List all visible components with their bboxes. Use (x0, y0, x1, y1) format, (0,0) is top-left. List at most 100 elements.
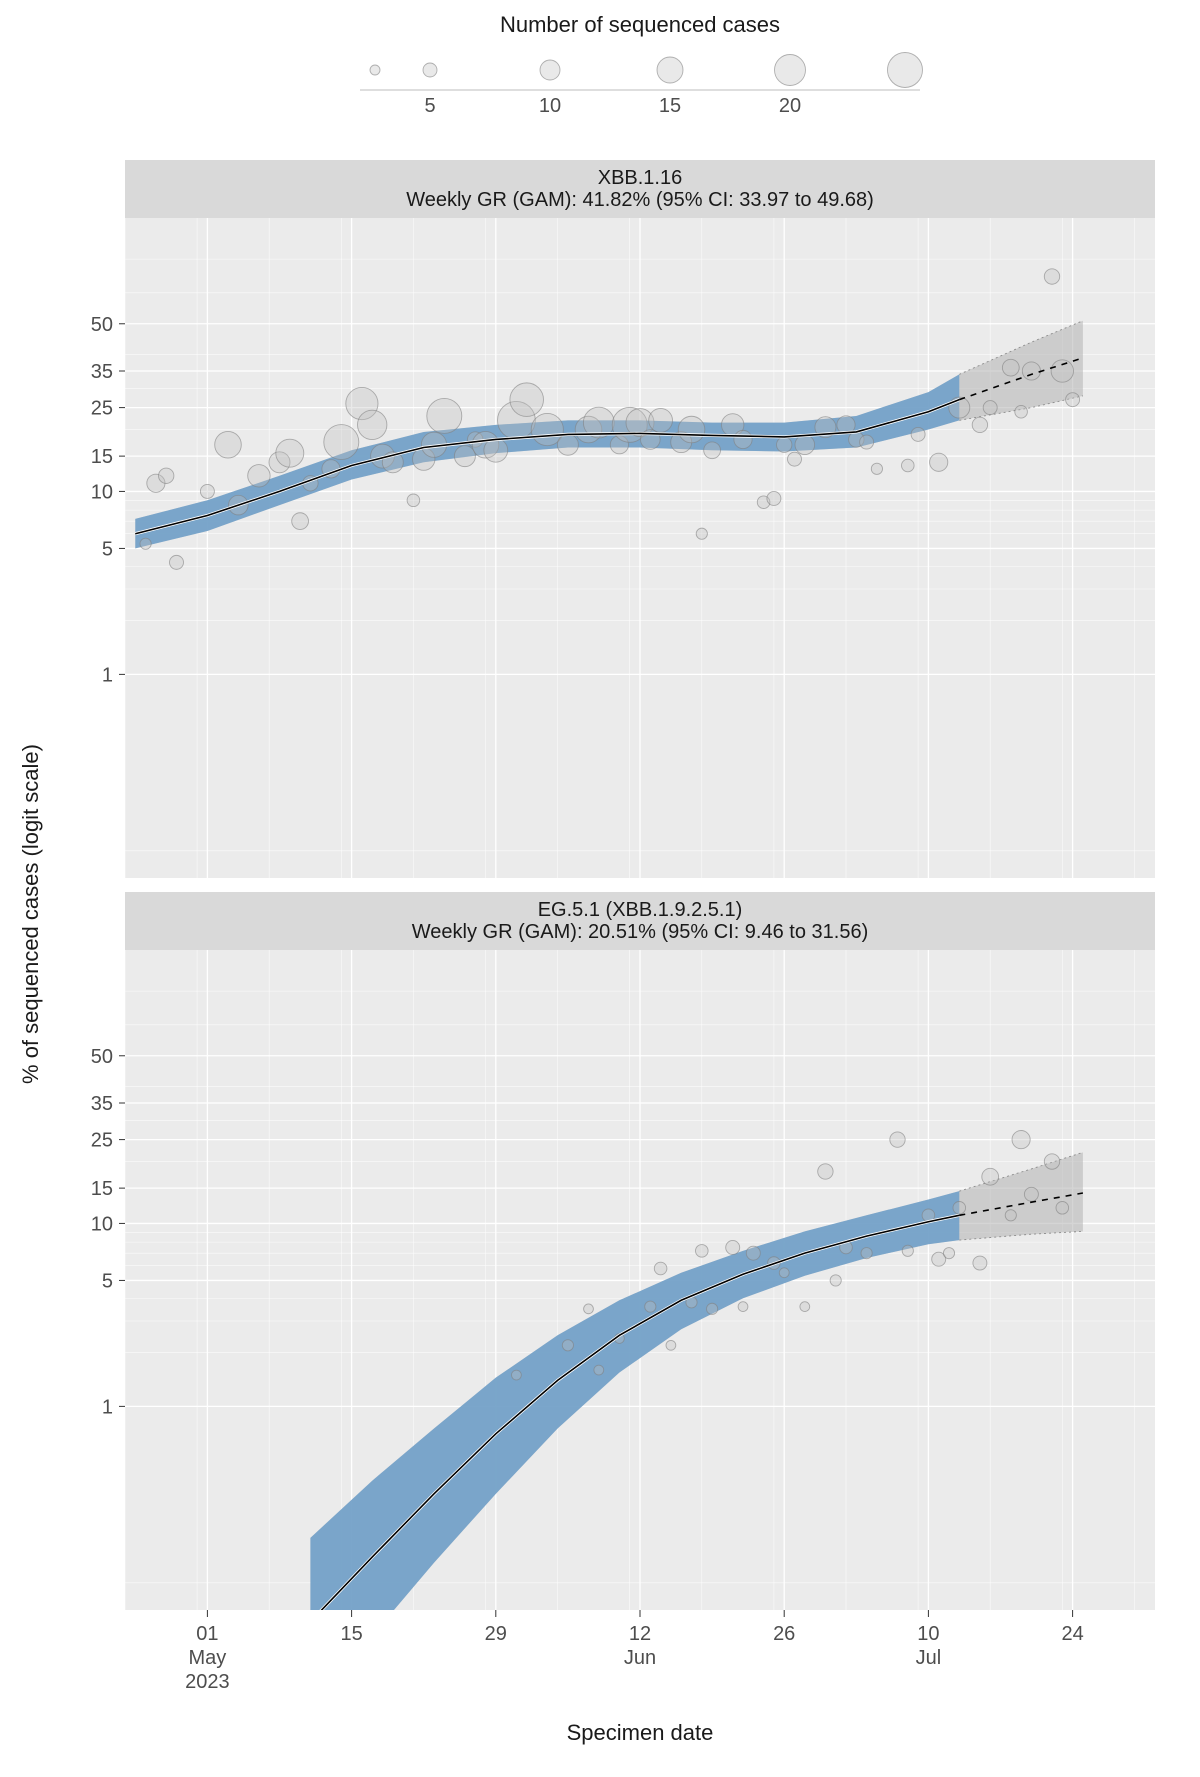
data-bubble (943, 1248, 954, 1259)
panel-title-line1: XBB.1.16 (598, 167, 683, 189)
svg-text:10: 10 (539, 95, 561, 117)
data-bubble (830, 1275, 841, 1286)
y-tick-label: 25 (91, 1130, 113, 1152)
data-bubble (1066, 393, 1080, 407)
data-bubble (930, 453, 948, 471)
data-bubble (972, 417, 987, 432)
data-bubble (738, 1302, 748, 1312)
y-tick-label: 35 (91, 1093, 113, 1115)
y-tick-label: 5 (102, 1270, 113, 1292)
data-bubble (818, 1164, 833, 1179)
data-bubble (324, 425, 359, 460)
data-bubble (1044, 1154, 1059, 1169)
data-bubble (1015, 405, 1028, 418)
x-tick-day: 26 (773, 1623, 795, 1645)
y-tick-label: 1 (102, 1396, 113, 1418)
data-bubble (584, 1304, 594, 1314)
data-bubble (427, 398, 462, 433)
data-bubble (902, 459, 915, 472)
data-bubble (779, 1268, 789, 1278)
data-bubble (890, 1132, 905, 1147)
data-bubble (1024, 1187, 1038, 1201)
x-tick-day: 24 (1061, 1623, 1083, 1645)
data-bubble (860, 435, 874, 449)
data-bubble (407, 494, 420, 507)
x-tick-day: 29 (485, 1623, 507, 1645)
data-bubble (777, 437, 792, 452)
data-bubble (704, 442, 721, 459)
data-bubble (666, 1340, 676, 1350)
data-bubble (654, 1262, 667, 1275)
data-bubble (276, 439, 304, 467)
data-bubble (871, 463, 882, 474)
data-bubble (861, 1248, 872, 1259)
svg-text:15: 15 (659, 95, 681, 117)
x-tick-day: 10 (917, 1623, 939, 1645)
data-bubble (726, 1240, 740, 1254)
data-bubble (1005, 1210, 1016, 1221)
svg-text:20: 20 (779, 95, 801, 117)
data-bubble (767, 491, 781, 505)
data-bubble (902, 1245, 913, 1256)
data-bubble (707, 1303, 718, 1314)
size-legend: Number of sequenced cases 5 10 15 20 (360, 12, 923, 117)
y-tick-label: 5 (102, 538, 113, 560)
legend-bubble (540, 60, 560, 80)
y-tick-label: 15 (91, 1178, 113, 1200)
svg-text:Number of sequenced cases: Number of sequenced cases (500, 12, 780, 37)
y-tick-label: 15 (91, 446, 113, 468)
data-bubble (454, 446, 475, 467)
data-bubble (1051, 360, 1073, 382)
data-bubble (594, 1365, 604, 1375)
data-bubble (953, 1201, 966, 1214)
data-bubble (795, 435, 815, 455)
y-tick-label: 1 (102, 664, 113, 686)
legend-bubble (657, 57, 683, 83)
data-bubble (358, 410, 387, 439)
data-bubble (734, 430, 752, 448)
data-bubble (746, 1246, 760, 1260)
data-bubble (1022, 362, 1040, 380)
y-axis-title: % of sequenced cases (logit scale) (18, 744, 43, 1084)
data-bubble (645, 1301, 656, 1312)
panel-title-line1: EG.5.1 (XBB.1.9.2.5.1) (538, 899, 743, 921)
data-bubble (982, 1168, 999, 1185)
data-bubble (140, 538, 151, 549)
x-tick-month: May (189, 1647, 227, 1669)
legend-bubble (423, 63, 437, 77)
x-tick-month: Jun (624, 1647, 656, 1669)
data-bubble (512, 1370, 522, 1380)
panel-title-line2: Weekly GR (GAM): 20.51% (95% CI: 9.46 to… (412, 921, 868, 943)
y-tick-label: 50 (91, 314, 113, 336)
chart-container: { "dimensions": {"width": 1200, "height"… (0, 0, 1200, 1777)
x-tick-month: Jul (916, 1647, 942, 1669)
data-bubble (292, 513, 309, 530)
legend-bubble (775, 55, 806, 86)
y-tick-label: 10 (91, 481, 113, 503)
data-bubble (1002, 359, 1019, 376)
x-tick-year: 2023 (185, 1671, 230, 1693)
svg-text:5: 5 (424, 95, 435, 117)
data-bubble (1012, 1130, 1030, 1148)
data-bubble (678, 416, 705, 443)
data-bubble (800, 1302, 810, 1312)
data-bubble (983, 401, 997, 415)
data-bubble (788, 452, 802, 466)
data-bubble (649, 408, 673, 432)
y-tick-label: 35 (91, 361, 113, 383)
data-bubble (973, 1256, 987, 1270)
x-axis-title: Specimen date (567, 1720, 714, 1745)
data-bubble (200, 484, 214, 498)
data-bubble (248, 465, 270, 487)
data-bubble (1056, 1201, 1069, 1214)
data-bubble (1044, 269, 1059, 284)
data-bubble (557, 434, 578, 455)
data-bubble (215, 431, 242, 458)
data-bubble (510, 383, 544, 417)
y-tick-label: 50 (91, 1046, 113, 1068)
x-tick-day: 15 (340, 1623, 362, 1645)
data-bubble (696, 1245, 709, 1258)
x-tick-day: 12 (629, 1623, 651, 1645)
data-bubble (696, 528, 707, 539)
data-bubble (159, 468, 174, 483)
